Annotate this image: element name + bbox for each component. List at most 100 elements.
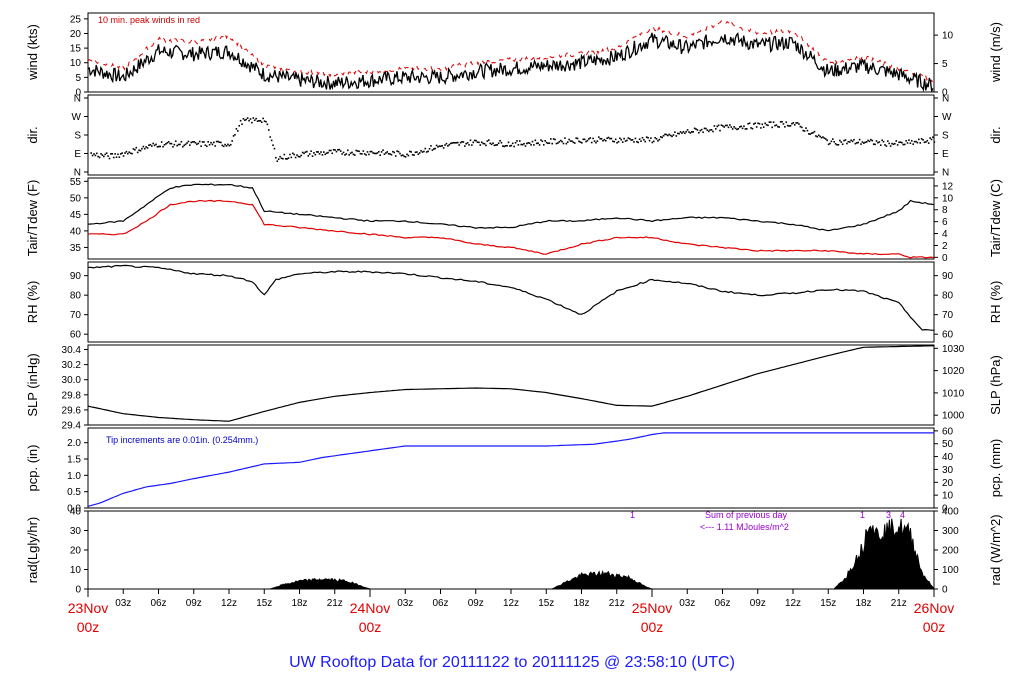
- dir-point: [764, 122, 766, 125]
- dir-point: [158, 145, 160, 148]
- dir-point: [857, 141, 859, 144]
- rad-right-tick-label: 0: [942, 585, 948, 596]
- x-tick-label: 18z: [573, 598, 589, 609]
- dir-point: [469, 139, 472, 142]
- wind-left-ticks: 0 5 10 15 20 25: [70, 14, 88, 99]
- dir-point: [714, 128, 717, 130]
- dir-point: [155, 143, 157, 146]
- dir-point: [438, 145, 441, 147]
- x-tick-label: 06z: [432, 598, 448, 609]
- dir-point: [197, 142, 200, 145]
- dir-point: [359, 152, 362, 155]
- x-tick-label: 15z: [538, 598, 554, 609]
- dir-point: [215, 140, 218, 143]
- dir-point: [822, 136, 824, 138]
- dir-point: [205, 145, 208, 148]
- dir-point: [782, 123, 785, 125]
- dir-point: [672, 134, 675, 136]
- dir-point: [107, 155, 109, 157]
- dir-point: [623, 137, 625, 140]
- dir-point: [323, 151, 325, 153]
- dir-point: [932, 136, 934, 139]
- wind-left-tick-label: 20: [70, 29, 82, 40]
- x-tick-label: 15z: [256, 598, 272, 609]
- pcp-annotation: Tip increments are 0.01in. (0.254mm.): [106, 435, 258, 445]
- slp-right-tick-label: 1030: [942, 344, 965, 355]
- dir-point: [134, 148, 136, 151]
- dir-point: [734, 127, 737, 130]
- pcp-left-ticks: 0.0 0.5 1.0 1.5 2.0: [67, 438, 88, 515]
- dir-point: [717, 124, 720, 127]
- dir-point: [327, 151, 329, 154]
- dir-point: [387, 152, 390, 155]
- dir-point: [377, 150, 380, 153]
- dir-point: [112, 156, 115, 159]
- dir-point: [579, 141, 582, 143]
- dir-point: [695, 128, 697, 130]
- rh-left-tick-label: 60: [70, 330, 82, 341]
- dir-point: [903, 143, 906, 146]
- dir-point: [238, 124, 240, 127]
- dir-point: [644, 140, 647, 143]
- dir-point: [352, 153, 355, 156]
- rad-left-tick-label: 20: [70, 546, 82, 557]
- dir-point: [593, 140, 596, 142]
- dir-point: [610, 137, 613, 140]
- dir-point: [585, 140, 587, 143]
- rad-left-tick-label: 10: [70, 565, 82, 576]
- dir-point: [896, 144, 899, 146]
- wind-left-tick-label: 15: [70, 44, 82, 55]
- dewpoint-series: [87, 199, 935, 259]
- dir-point: [228, 144, 231, 147]
- dir-point: [456, 141, 459, 144]
- dir-point: [661, 136, 663, 139]
- dir-point: [799, 125, 802, 128]
- dir-point: [231, 140, 233, 142]
- dir-point: [194, 141, 197, 144]
- dir-point: [839, 139, 841, 142]
- slp-left-tick-label: 30.2: [62, 360, 82, 371]
- dir-point: [365, 154, 367, 156]
- dir-tick-label: W: [72, 112, 82, 123]
- dir-point: [246, 117, 249, 119]
- dir-point: [461, 141, 463, 143]
- dir-point: [535, 142, 538, 145]
- dir-point: [306, 150, 308, 153]
- dir-point: [397, 150, 400, 153]
- dir-point: [833, 141, 836, 143]
- dir-point: [617, 140, 620, 143]
- dir-point: [472, 141, 475, 144]
- dir-point: [777, 125, 779, 128]
- dir-point: [871, 139, 874, 142]
- dir-point: [468, 144, 470, 146]
- dir-point: [609, 137, 611, 140]
- dir-point: [730, 126, 733, 128]
- rad-annotation-line2: <--- 1.11 MJoules/m^2: [700, 522, 789, 532]
- dir-point: [313, 152, 315, 154]
- dir-point: [211, 143, 214, 146]
- dir-point: [830, 140, 833, 143]
- rad-frame: [87, 510, 935, 590]
- dir-point: [889, 145, 892, 147]
- dir-point: [760, 127, 762, 129]
- pcp-right-ticks: 0 10 20 30 40 50 60: [934, 426, 954, 515]
- dir-point: [599, 137, 601, 140]
- dir-point: [602, 139, 604, 142]
- dir-point: [528, 142, 531, 144]
- dir-point: [166, 141, 169, 144]
- dir-point: [294, 156, 297, 159]
- slp-left-tick-label: 30.0: [62, 375, 82, 386]
- wind-right-tick-label: 0: [942, 88, 948, 99]
- dir-point: [689, 132, 692, 134]
- dir-point: [885, 145, 888, 147]
- dir-point: [493, 144, 496, 147]
- dir-point: [785, 121, 788, 124]
- dir-point: [568, 138, 570, 141]
- dir-point: [239, 119, 242, 122]
- dir-point: [589, 137, 592, 139]
- dir-point: [544, 140, 546, 142]
- dir-point: [906, 142, 909, 144]
- dir-point: [614, 138, 617, 141]
- dir-point: [263, 120, 266, 122]
- dir-point: [440, 145, 442, 148]
